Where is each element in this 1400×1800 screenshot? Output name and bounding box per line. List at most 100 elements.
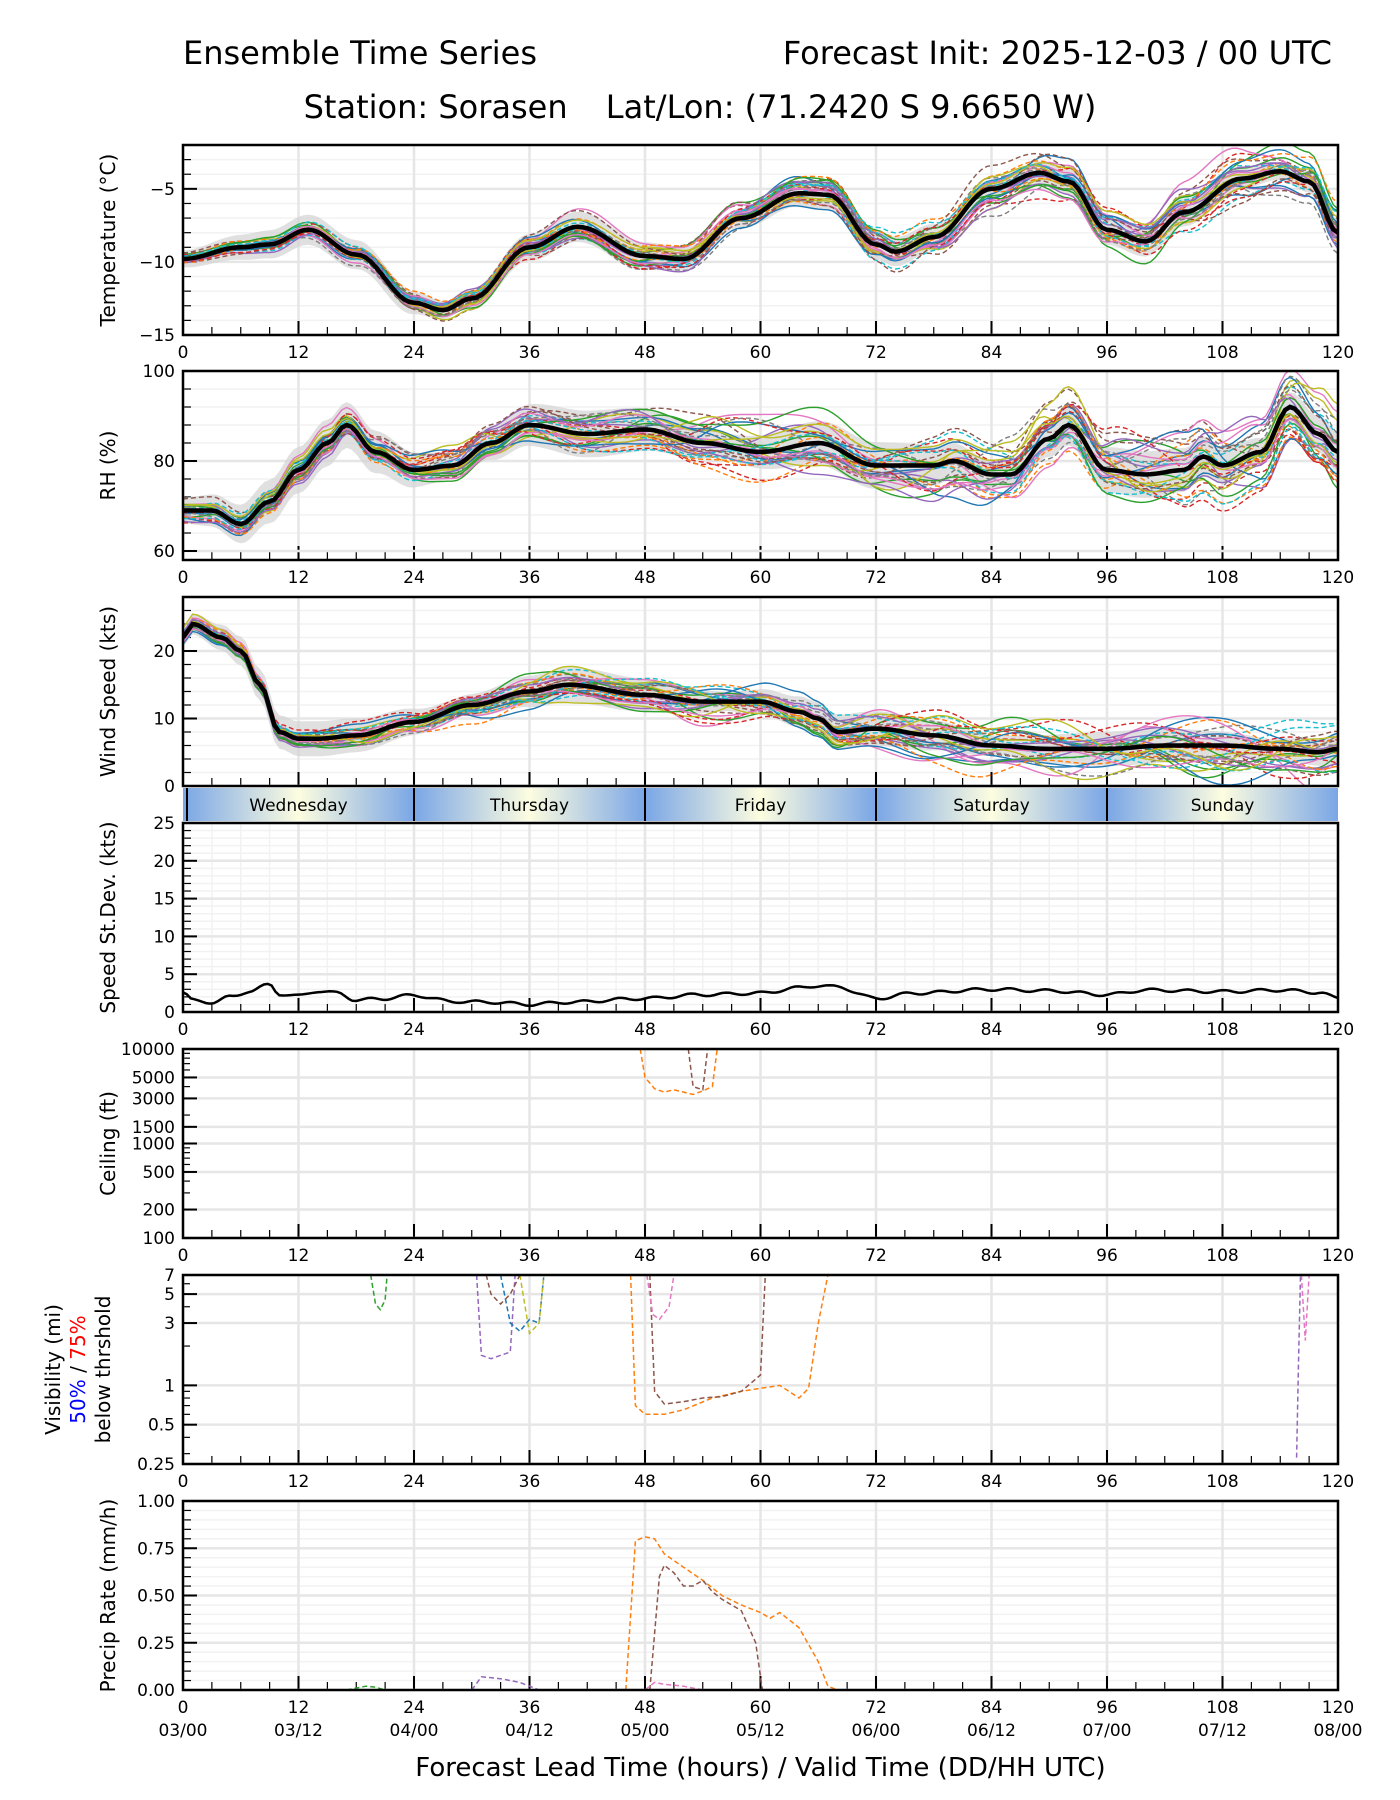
- y-tick-label: 0.50: [137, 1587, 175, 1607]
- threshold-caption: below thrshold: [91, 1296, 115, 1444]
- x-tick-label: 96: [1096, 343, 1118, 363]
- x-tick-label: 84: [981, 343, 1003, 363]
- day-cell-saturday: [876, 788, 1107, 821]
- member-line: [183, 419, 1338, 520]
- threshold-label: 50% / 75%: [66, 1315, 90, 1423]
- x-tick-label: 72: [865, 1020, 887, 1040]
- x-tick-label: 60: [750, 568, 772, 588]
- plot-frame: [181, 369, 1340, 562]
- y-axis-label: Precip Rate (mm/h): [96, 1499, 120, 1693]
- member-brown-1-line: [485, 1275, 521, 1306]
- day-label: Thursday: [489, 796, 569, 816]
- day-label: Saturday: [953, 796, 1030, 816]
- x-tick-label: 120: [1322, 1472, 1354, 1492]
- member-line: [183, 172, 1338, 310]
- x-tick-label: 0: [178, 343, 189, 363]
- y-axis-label: Temperature (°C): [96, 154, 120, 328]
- y-tick-label: 60: [153, 542, 175, 562]
- x-tick-label: 108: [1206, 1698, 1238, 1718]
- y-tick-label: 0.25: [137, 1455, 175, 1475]
- x-tick-label: 96: [1096, 1698, 1118, 1718]
- member-line: [183, 403, 1338, 530]
- x-tick-label: 72: [865, 1472, 887, 1492]
- series-ceiling: [639, 1049, 718, 1096]
- x-tick-label: 72: [865, 568, 887, 588]
- y-tick-label: 25: [153, 814, 175, 834]
- chart-title: Ensemble Time Series: [183, 34, 537, 72]
- ensemble-temperature: [183, 145, 1338, 322]
- y-tick-label: 5: [164, 965, 175, 985]
- panel-precip: [181, 1499, 1340, 1692]
- member-brown-line: [687, 1049, 709, 1091]
- label-50-percent: 50%: [66, 1379, 90, 1423]
- day-label: Sunday: [1191, 796, 1255, 816]
- y-axis-label: RH (%): [96, 431, 120, 501]
- y-tick-label: 15: [153, 890, 175, 910]
- member-line: [183, 163, 1338, 306]
- y-tick-label: 20: [153, 642, 175, 662]
- x-tick-label: 12: [288, 1472, 310, 1492]
- member-orange-line: [629, 1275, 829, 1416]
- y-axis-label: Visibility (mi): [41, 1304, 65, 1435]
- series-visibility: [369, 1275, 1310, 1458]
- plot-frame: [181, 1499, 1340, 1692]
- member-line: [183, 384, 1338, 524]
- x-tick-label: 84: [981, 1472, 1003, 1492]
- spread-band: [183, 613, 1338, 767]
- member-line: [183, 413, 1338, 518]
- x-tick-label: 0: [178, 568, 189, 588]
- member-line: [183, 164, 1338, 307]
- y-tick-label: 10000: [121, 1040, 175, 1060]
- x-tick-label: 60: [750, 1472, 772, 1492]
- valid-time-label: 04/00: [390, 1721, 439, 1741]
- stdev-line: [183, 982, 1338, 1008]
- member-brown-line: [649, 1564, 764, 1690]
- label-separator: /: [66, 1360, 90, 1379]
- x-tick-label: 12: [288, 1698, 310, 1718]
- member-line: [183, 385, 1338, 515]
- station-latlon: Lat/Lon: (71.2420 S 9.6650 W): [605, 88, 1097, 126]
- y-tick-label: 10: [153, 927, 175, 947]
- x-tick-label: 0: [178, 1246, 189, 1266]
- x-tick-label: 48: [634, 1020, 656, 1040]
- day-label: Wednesday: [249, 796, 347, 816]
- valid-time-label: 06/12: [967, 1721, 1016, 1741]
- ensemble-mean-line: [183, 621, 1338, 755]
- valid-time-label: 06/00: [852, 1721, 901, 1741]
- x-tick-label: 96: [1096, 1020, 1118, 1040]
- y-tick-label: 1000: [132, 1135, 175, 1155]
- member-line: [183, 414, 1338, 524]
- member-line: [183, 619, 1338, 756]
- member-line: [183, 418, 1338, 524]
- y-tick-label: 5000: [132, 1068, 175, 1088]
- member-purple-2-line: [1295, 1275, 1302, 1458]
- member-line: [183, 153, 1338, 311]
- x-tick-label: 84: [981, 568, 1003, 588]
- member-blue-line: [499, 1275, 545, 1333]
- x-axis-label: Forecast Lead Time (hours) / Valid Time …: [415, 1753, 1105, 1783]
- x-tick-label: 48: [634, 568, 656, 588]
- x-tick-label: 84: [981, 1246, 1003, 1266]
- member-line: [183, 618, 1338, 778]
- member-line: [183, 179, 1338, 310]
- y-tick-label: 200: [143, 1201, 175, 1221]
- ensemble-mean-line: [183, 169, 1338, 313]
- y-tick-label: 10: [153, 710, 175, 730]
- x-tick-label: 120: [1322, 1698, 1354, 1718]
- x-tick-label: 0: [178, 1472, 189, 1492]
- member-line: [183, 628, 1338, 781]
- y-tick-label: 3: [164, 1314, 175, 1334]
- x-tick-label: 24: [403, 343, 425, 363]
- station-info: Station: Sorasen Lat/Lon: (71.2420 S 9.6…: [0, 88, 1400, 126]
- x-tick-label: 48: [634, 1472, 656, 1492]
- day-cell-friday: [645, 788, 876, 821]
- x-tick-label: 48: [634, 1246, 656, 1266]
- y-tick-label: 0.00: [137, 1681, 175, 1701]
- member-line: [183, 624, 1338, 769]
- y-tick-label: 1: [164, 1376, 175, 1396]
- series-speed_stdev: [183, 982, 1338, 1008]
- x-tick-label: 0: [178, 1698, 189, 1718]
- valid-time-label: 08/00: [1314, 1721, 1363, 1741]
- x-tick-label: 48: [634, 343, 656, 363]
- plot-frame: [181, 143, 1340, 337]
